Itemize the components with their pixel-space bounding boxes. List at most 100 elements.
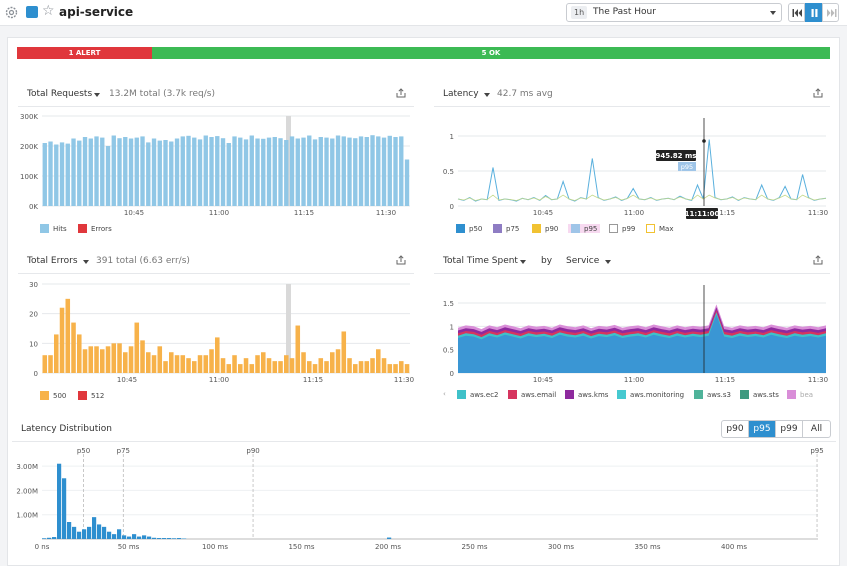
legend-item[interactable]: p95 xyxy=(568,224,601,233)
legend-item[interactable]: aws.monitoring xyxy=(617,390,684,399)
chevron-down-icon[interactable] xyxy=(520,260,526,264)
widget-divider xyxy=(18,106,414,107)
share-icon[interactable] xyxy=(396,255,406,265)
ok-status-bar[interactable]: 5 OK xyxy=(152,47,830,59)
star-icon[interactable]: ☆ xyxy=(42,3,55,19)
x-tick-label: 350 ms xyxy=(634,543,660,551)
chevron-down-icon[interactable] xyxy=(94,93,100,97)
bar xyxy=(393,364,398,373)
x-tick-label: 11:30 xyxy=(808,376,828,384)
legend-item[interactable]: Hits xyxy=(40,224,67,233)
legend-label: aws.s3 xyxy=(707,391,731,399)
bar xyxy=(278,138,283,206)
bar xyxy=(301,137,306,206)
pause-button[interactable] xyxy=(805,3,822,22)
y-tick-label: 1.5 xyxy=(443,300,454,308)
bar xyxy=(370,135,375,206)
chevron-down-icon[interactable] xyxy=(83,260,89,264)
bar xyxy=(220,358,226,373)
percentile-p90-button[interactable]: p90 xyxy=(722,421,749,437)
share-icon[interactable] xyxy=(813,88,823,98)
legend-label: aws.sts xyxy=(753,391,779,399)
latency-distribution-chart[interactable]: 3.00M 2.00M 1.00M 0 ns 50 ms 100 ms 150 ms 200 … xyxy=(12,444,838,556)
time-selector[interactable]: 1h The Past Hour xyxy=(566,3,782,22)
bar xyxy=(174,355,180,373)
x-tick-label: 10:45 xyxy=(533,209,553,217)
bar xyxy=(52,537,57,539)
legend-label: Max xyxy=(659,225,674,233)
x-tick-label: 150 ms xyxy=(288,543,314,551)
share-icon[interactable] xyxy=(813,255,823,265)
percentile-p99-button[interactable]: p99 xyxy=(776,421,803,437)
latency-chart[interactable]: 1 0.5 0 10:45 11:00 11:15 11:30 945.82 ms p95 11:… xyxy=(434,110,830,220)
bar xyxy=(353,364,358,373)
bar xyxy=(88,138,93,206)
bar xyxy=(358,136,364,206)
legend-item[interactable]: p50 xyxy=(456,224,482,233)
legend-item[interactable]: aws.kms xyxy=(565,390,608,399)
legend-item[interactable]: Max xyxy=(646,224,673,233)
bar xyxy=(335,349,341,373)
legend-label: p75 xyxy=(506,225,520,233)
y-tick-label: 0.5 xyxy=(443,347,454,355)
bar xyxy=(180,355,186,373)
y-tick-label: 20 xyxy=(29,311,38,319)
chevron-left-icon[interactable]: ‹ xyxy=(443,390,446,398)
legend-item[interactable]: aws.s3 xyxy=(694,390,731,399)
dashboard-board xyxy=(7,37,840,566)
legend-item[interactable]: bea xyxy=(787,390,813,399)
percentile-p95-button[interactable]: p95 xyxy=(749,421,776,437)
bar xyxy=(62,478,67,539)
bar xyxy=(107,531,112,539)
gear-icon[interactable] xyxy=(5,6,18,19)
bar xyxy=(169,141,174,206)
legend-item[interactable]: 500 xyxy=(40,391,66,400)
legend-item[interactable]: 512 xyxy=(78,391,104,400)
bar xyxy=(272,137,277,206)
bar xyxy=(180,136,185,206)
x-tick-label: 300 ms xyxy=(548,543,574,551)
legend-item[interactable]: aws.email xyxy=(508,390,556,399)
percentile-all-button[interactable]: All xyxy=(810,424,823,434)
bar xyxy=(261,352,266,373)
percentile-toggle: p90 p95 p99 All xyxy=(721,420,831,438)
total-requests-chart[interactable]: 300K 200K 100K 0K 10:45 11:00 11:15 11:30 xyxy=(18,110,414,220)
x-tick-label: 400 ms xyxy=(721,543,747,551)
bar xyxy=(169,352,174,373)
legend-item[interactable]: p75 xyxy=(493,224,519,233)
legend-item[interactable]: aws.ec2 xyxy=(457,390,499,399)
chevron-down-icon[interactable] xyxy=(605,260,611,264)
share-icon[interactable] xyxy=(396,88,406,98)
percentile-marker-label: p90 xyxy=(246,447,259,455)
bar xyxy=(203,355,209,373)
pause-icon xyxy=(811,9,818,17)
bar xyxy=(347,137,352,206)
bar xyxy=(387,135,392,206)
time-spent-chart[interactable]: 1.5 1 0.5 0 10:45 11:00 11:15 11:30 xyxy=(434,277,830,387)
time-spent-group[interactable]: Service xyxy=(566,256,600,266)
cursor-time: 11:11:00 xyxy=(685,210,720,218)
legend-item[interactable]: aws.sts xyxy=(740,390,779,399)
y-tick-label: 0 xyxy=(34,370,38,378)
bar xyxy=(209,137,214,206)
legend-label: aws.ec2 xyxy=(470,391,499,399)
rewind-button[interactable] xyxy=(788,3,805,22)
fast-forward-button[interactable] xyxy=(822,3,839,22)
x-tick-label: 11:15 xyxy=(294,209,314,217)
legend-item[interactable]: Errors xyxy=(78,224,112,233)
total-errors-chart[interactable]: 30 20 10 0 10:45 11:00 11:15 11:30 xyxy=(18,277,414,387)
y-tick-label: 0K xyxy=(29,203,38,211)
x-tick-label: 100 ms xyxy=(202,543,228,551)
bar xyxy=(54,334,59,373)
bar xyxy=(404,364,410,373)
alert-status-bar[interactable]: 1 ALERT xyxy=(17,47,152,59)
legend-item[interactable]: p90 xyxy=(532,224,558,233)
chevron-down-icon[interactable] xyxy=(484,93,490,97)
bar xyxy=(318,137,323,206)
series-line-p95 xyxy=(457,139,827,202)
bar xyxy=(381,137,387,206)
x-tick-label: 11:00 xyxy=(209,209,229,217)
legend-item[interactable]: p99 xyxy=(609,224,635,233)
x-tick-label: 0 ns xyxy=(35,543,50,551)
bar xyxy=(266,358,272,373)
